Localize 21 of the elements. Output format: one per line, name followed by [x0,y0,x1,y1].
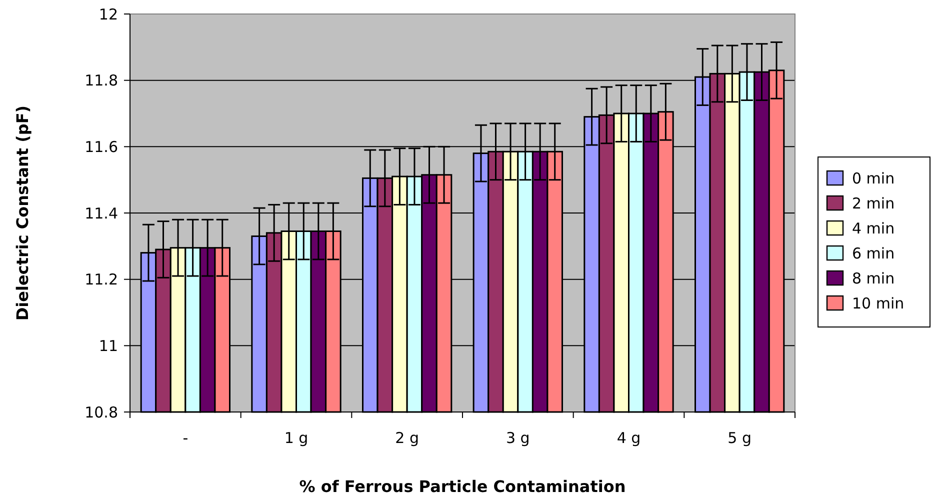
y-tick-label: 11.4 [84,204,118,222]
x-axis-title: % of Ferrous Particle Contamination [299,477,626,496]
y-tick-label: 10.8 [84,403,118,422]
y-axis-title: Dielectric Constant (pF) [13,105,32,321]
legend-label: 10 min [852,294,904,312]
x-tick-label: - [182,429,188,447]
legend-label: 2 min [852,194,895,212]
x-tick-label: 3 g [506,429,530,447]
legend-label: 6 min [852,244,895,262]
x-tick-label: 5 g [728,429,752,447]
legend-label: 8 min [852,269,895,288]
y-tick-label: 12 [98,5,118,24]
y-tick-label: 11 [98,336,118,355]
legend-label: 0 min [852,169,895,188]
x-tick-label: 2 g [395,429,420,447]
y-tick-label: 11.2 [84,270,118,289]
x-tick-label: 1 g [284,429,308,447]
x-tick-label: 4 g [616,429,641,447]
legend-label: 4 min [852,219,895,238]
y-tick-label: 11.6 [84,138,118,156]
y-tick-label: 11.8 [84,72,118,90]
